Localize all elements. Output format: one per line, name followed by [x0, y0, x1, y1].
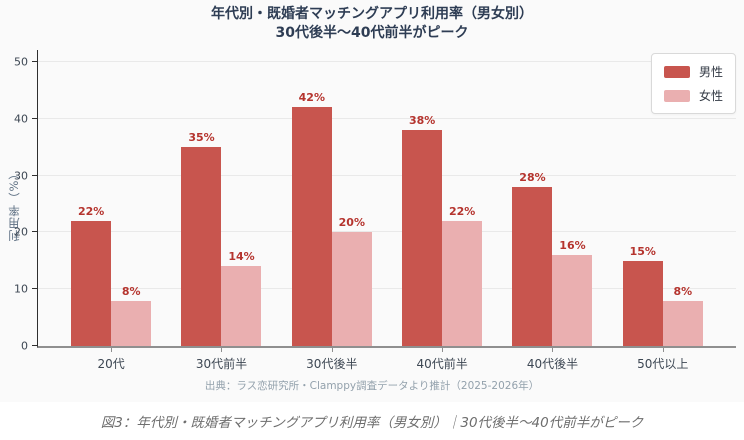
bar-女性: 8%	[662, 285, 703, 346]
gridline	[38, 231, 736, 233]
bar-女性: 8%	[111, 285, 152, 346]
bar-男性: 35%	[181, 131, 222, 346]
gridline	[38, 288, 736, 290]
x-axis-tick-label: 50代以上	[637, 357, 689, 371]
figure-caption: 図3：年代別・既婚者マッチングアプリ利用率（男女別）｜30代後半〜40代前半がピ…	[100, 415, 644, 431]
source-note: 出典：ラス恋研究所・Clamppy調査データより推計（2025-2026年）	[204, 380, 540, 392]
gridline	[38, 174, 736, 176]
x-axis-tick-label: 40代前半	[416, 357, 468, 371]
legend-swatch	[663, 65, 690, 78]
y-axis-tick	[32, 117, 37, 119]
bar-男性: 15%	[622, 245, 663, 346]
y-axis-tick	[32, 61, 37, 62]
x-axis-tick	[442, 348, 444, 352]
bar-group: 35% 14% 30代前半	[181, 131, 262, 371]
bar-value-label: 8%	[121, 284, 141, 298]
bar-value-label: 8%	[673, 284, 693, 298]
bar-group: 15% 8% 50代以上	[622, 245, 703, 371]
bar-女性: 22%	[442, 205, 483, 346]
bar-value-label: 42%	[298, 91, 325, 105]
bar-value-label: 14%	[228, 250, 255, 264]
bar-group: 38% 22% 40代前半	[402, 114, 483, 371]
bar-group: 28% 16% 40代後半	[512, 171, 593, 371]
legend-item: 女性	[663, 87, 723, 104]
bar-value-label: 28%	[519, 170, 546, 184]
legend-item: 男性	[663, 63, 723, 80]
y-axis-tick	[32, 345, 37, 346]
bar-男性: 22%	[71, 205, 112, 346]
title-block: 年代別・既婚者マッチングアプリ利用率（男女別） 30代後半〜40代前半がピーク	[0, 5, 744, 43]
chart-title: 年代別・既婚者マッチングアプリ利用率（男女別）	[211, 6, 533, 22]
y-axis-tick-label: 50	[14, 55, 28, 69]
bar-value-label: 20%	[338, 216, 365, 230]
chart-subtitle: 30代後半〜40代前半がピーク	[275, 25, 469, 41]
x-axis-tick-label: 20代	[97, 357, 125, 371]
legend: 男性 女性	[650, 53, 736, 114]
bar-value-label: 35%	[188, 131, 215, 145]
y-axis-tick	[32, 288, 37, 290]
x-axis-tick	[111, 348, 113, 352]
y-axis-tick-label: 0	[21, 339, 28, 353]
y-axis-tick	[32, 231, 37, 233]
y-axis-tick-label: 40	[14, 112, 28, 126]
chart-panel: 年代別・既婚者マッチングアプリ利用率（男女別） 30代後半〜40代前半がピーク …	[0, 5, 744, 392]
bar-value-label: 15%	[629, 244, 656, 258]
bar-value-label: 38%	[408, 114, 436, 128]
x-axis-tick-label: 30代後半	[306, 357, 358, 371]
legend-label: 男性	[698, 65, 723, 79]
x-axis-tick	[331, 348, 333, 352]
y-axis-title: 利用率（%）	[7, 166, 21, 242]
bars-layer: 22% 8% 20代 35% 14% 30代前半 42% 20% 30代後半 38% 22% 40代前…	[38, 50, 736, 371]
bar-value-label: 22%	[77, 205, 105, 219]
bar-女性: 16%	[552, 239, 593, 346]
bar-group: 22% 8% 20代	[71, 205, 152, 371]
gridline	[38, 61, 736, 62]
bar-女性: 14%	[221, 250, 262, 346]
legend-label: 女性	[698, 89, 723, 103]
x-axis-tick-label: 40代後半	[526, 357, 579, 371]
legend-swatch	[663, 89, 690, 102]
bar-group: 42% 20% 30代後半	[291, 91, 372, 371]
bar-value-label: 22%	[448, 205, 476, 219]
x-axis-tick	[552, 348, 554, 352]
bar-男性: 42%	[291, 91, 332, 346]
x-axis-tick	[221, 348, 223, 352]
gridline	[38, 117, 736, 119]
plot-area: 0 10 20 30 40 50 22% 8% 20代 35% 14% 30代前半 42% 20% 30代…	[14, 50, 736, 371]
y-axis-tick-label: 30	[14, 169, 28, 183]
y-axis-tick-label: 20	[14, 225, 28, 239]
bar-男性: 28%	[512, 171, 553, 346]
bar-value-label: 16%	[559, 239, 586, 253]
bar-女性: 20%	[331, 216, 372, 346]
y-axis-tick-label: 10	[14, 282, 28, 296]
y-axis-tick	[32, 174, 37, 176]
bar-男性: 38%	[402, 114, 443, 346]
x-axis-tick-label: 30代前半	[195, 357, 248, 371]
x-axis-tick	[662, 348, 664, 352]
